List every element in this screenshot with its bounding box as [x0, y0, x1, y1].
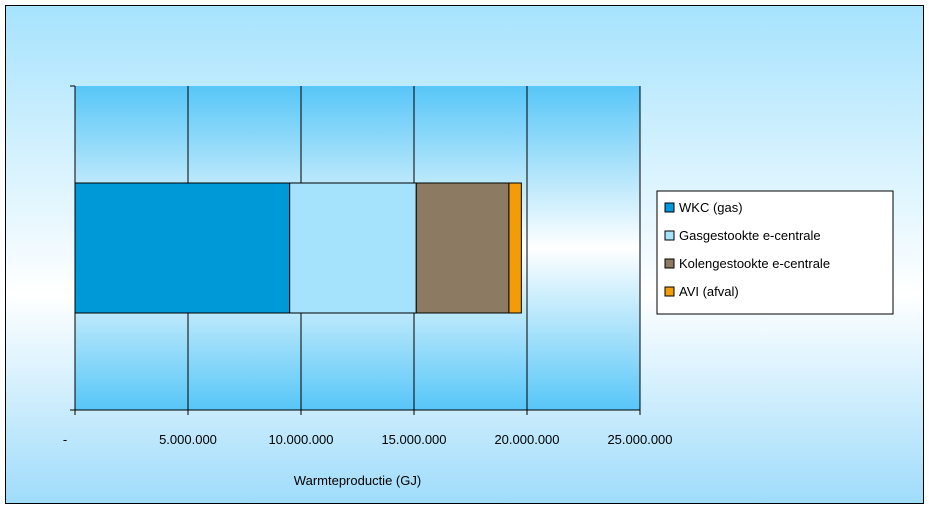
- x-tick-labels: - 5.000.000 10.000.000 15.000.000 20.000.000…: [63, 432, 673, 447]
- legend-label: AVI (afval): [679, 284, 739, 299]
- bars: [74, 182, 522, 314]
- axes: [70, 85, 641, 415]
- legend-swatch: [664, 202, 675, 213]
- x-tick-label: 10.000.000: [268, 432, 333, 447]
- legend-label: Gasgestookte e-centrale: [679, 228, 821, 243]
- bar-kolengestookte-e-centrale: [415, 182, 510, 314]
- x-tick-label: 15.000.000: [381, 432, 446, 447]
- legend-label: Kolengestookte e-centrale: [679, 256, 830, 271]
- bar-gasgestookte-e-centrale: [289, 182, 417, 314]
- legend: WKC (gas) Gasgestookte e-centrale Kolenges…: [656, 190, 894, 315]
- x-tick-label: 25.000.000: [607, 432, 672, 447]
- x-axis-title: Warmteproductie (GJ): [294, 473, 421, 488]
- x-tick-label: -: [63, 432, 67, 447]
- x-tick-label: 5.000.000: [159, 432, 217, 447]
- legend-swatch: [664, 286, 675, 297]
- bar-wkc-gas: [74, 182, 291, 314]
- legend-label: WKC (gas): [679, 200, 743, 215]
- legend-swatch: [664, 230, 675, 241]
- bar-avi-afval: [508, 182, 522, 314]
- x-tick-label: 20.000.000: [494, 432, 559, 447]
- legend-box: [656, 190, 894, 315]
- legend-swatch: [664, 258, 675, 269]
